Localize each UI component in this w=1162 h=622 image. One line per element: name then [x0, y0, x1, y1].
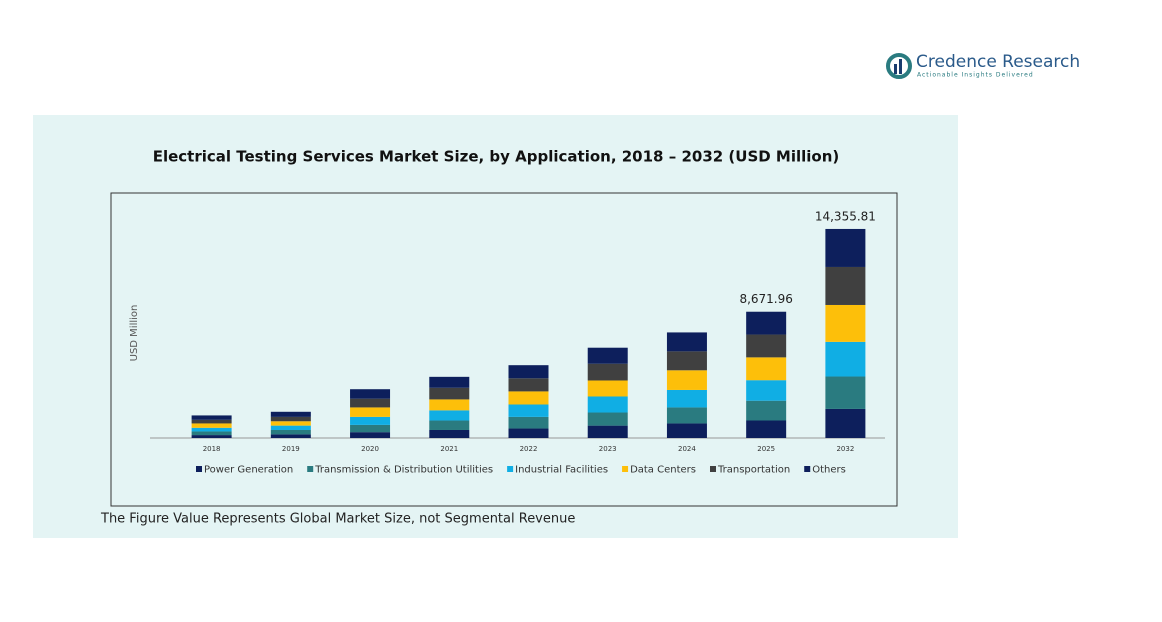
x-tick-label: 2022	[520, 445, 538, 453]
bar-segment	[746, 311, 787, 335]
x-tick-label: 2019	[282, 445, 300, 453]
bar-segment	[746, 400, 787, 421]
bar-segment	[508, 428, 549, 438]
total-label: 8,671.96	[739, 292, 792, 306]
brand-tagline: Actionable Insights Delivered	[917, 72, 1034, 79]
bar-segment	[429, 399, 470, 411]
brand-name: Credence Research	[916, 52, 1080, 72]
bar-segment	[746, 380, 787, 401]
bar-segment	[666, 389, 707, 408]
legend-swatch	[196, 466, 202, 472]
x-tick-label: 2024	[678, 445, 696, 453]
logo-icon	[886, 53, 912, 79]
bar-segment	[666, 423, 707, 438]
legend-label: Transmission & Distribution Utilities	[314, 465, 493, 476]
bar-segment	[191, 419, 232, 424]
bar-segment	[825, 341, 866, 377]
bar-segment	[508, 416, 549, 429]
bar-segment	[825, 304, 866, 342]
bar-segment	[508, 365, 549, 379]
bar-segment	[191, 423, 232, 428]
plot-frame	[110, 192, 898, 507]
bar-segment	[825, 408, 866, 438]
bar-segment	[191, 435, 232, 438]
bar-segment	[429, 376, 470, 388]
bar-segment	[191, 427, 232, 432]
x-tick-label: 2020	[361, 445, 379, 453]
legend-label: Data Centers	[630, 465, 696, 476]
bar-segment	[587, 380, 628, 397]
bar-segment	[587, 412, 628, 426]
bar-segment	[429, 420, 470, 430]
bar-segment	[508, 391, 549, 405]
legend-label: Others	[812, 465, 846, 476]
bar-segment	[508, 404, 549, 417]
bar-segment	[587, 363, 628, 381]
legend-swatch	[710, 466, 716, 472]
bar-segment	[587, 425, 628, 438]
bar-segment	[746, 420, 787, 438]
plot: 2018 2019 2020 2021 2022 2023 2024 2025 2032 8,67…	[191, 209, 876, 476]
bar-segment	[746, 357, 787, 381]
bar-segment	[191, 415, 232, 420]
legend-label: Power Generation	[204, 465, 293, 476]
bar-segment	[666, 332, 707, 352]
bar-segment	[350, 432, 391, 438]
bar-segment	[666, 407, 707, 424]
bar-segment	[350, 407, 391, 417]
bar-segment	[508, 378, 549, 392]
x-tick-label: 2021	[440, 445, 458, 453]
bar-segment	[429, 410, 470, 421]
logo: Credence Research Actionable Insights De…	[886, 52, 1080, 79]
bar-segment	[270, 429, 311, 435]
bar-segment	[587, 347, 628, 364]
bar-segment	[429, 387, 470, 400]
legend-swatch	[622, 466, 629, 472]
legend-label: Industrial Facilities	[515, 465, 608, 476]
bar-segment	[191, 431, 232, 436]
bar-segment	[746, 334, 787, 358]
bar-segment	[587, 396, 628, 413]
legend-label: Transportation	[717, 465, 790, 476]
bar-segment	[666, 351, 707, 371]
y-axis-label: USD Million	[129, 305, 140, 362]
chart-title: Electrical Testing Services Market Size,…	[153, 148, 840, 166]
bar-segment	[429, 429, 470, 438]
panel	[33, 115, 958, 538]
bar-segment	[350, 389, 391, 399]
logo-icon	[899, 59, 902, 74]
bar-segment	[825, 228, 866, 267]
bar-segment	[270, 434, 311, 438]
legend-swatch	[307, 466, 314, 472]
total-label: 14,355.81	[815, 209, 876, 223]
bar-segment	[350, 416, 391, 425]
bar-segment	[350, 424, 391, 433]
footnote: The Figure Value Represents Global Marke…	[100, 512, 575, 527]
x-tick-label: 2018	[203, 445, 221, 453]
bar-segment	[270, 416, 311, 422]
bar-segment	[350, 398, 391, 408]
x-tick-label: 2025	[757, 445, 775, 453]
legend-swatch	[507, 466, 514, 472]
x-tick-label: 2023	[599, 445, 617, 453]
bar-segment	[825, 266, 866, 305]
bar-segment	[270, 425, 311, 430]
x-tick-label: 2032	[836, 445, 854, 453]
legend-swatch	[804, 466, 811, 472]
logo-icon	[894, 64, 897, 74]
bar-segment	[666, 370, 707, 390]
bar-segment	[270, 411, 311, 417]
bar-segment	[270, 421, 311, 426]
bar-segment	[825, 376, 866, 409]
